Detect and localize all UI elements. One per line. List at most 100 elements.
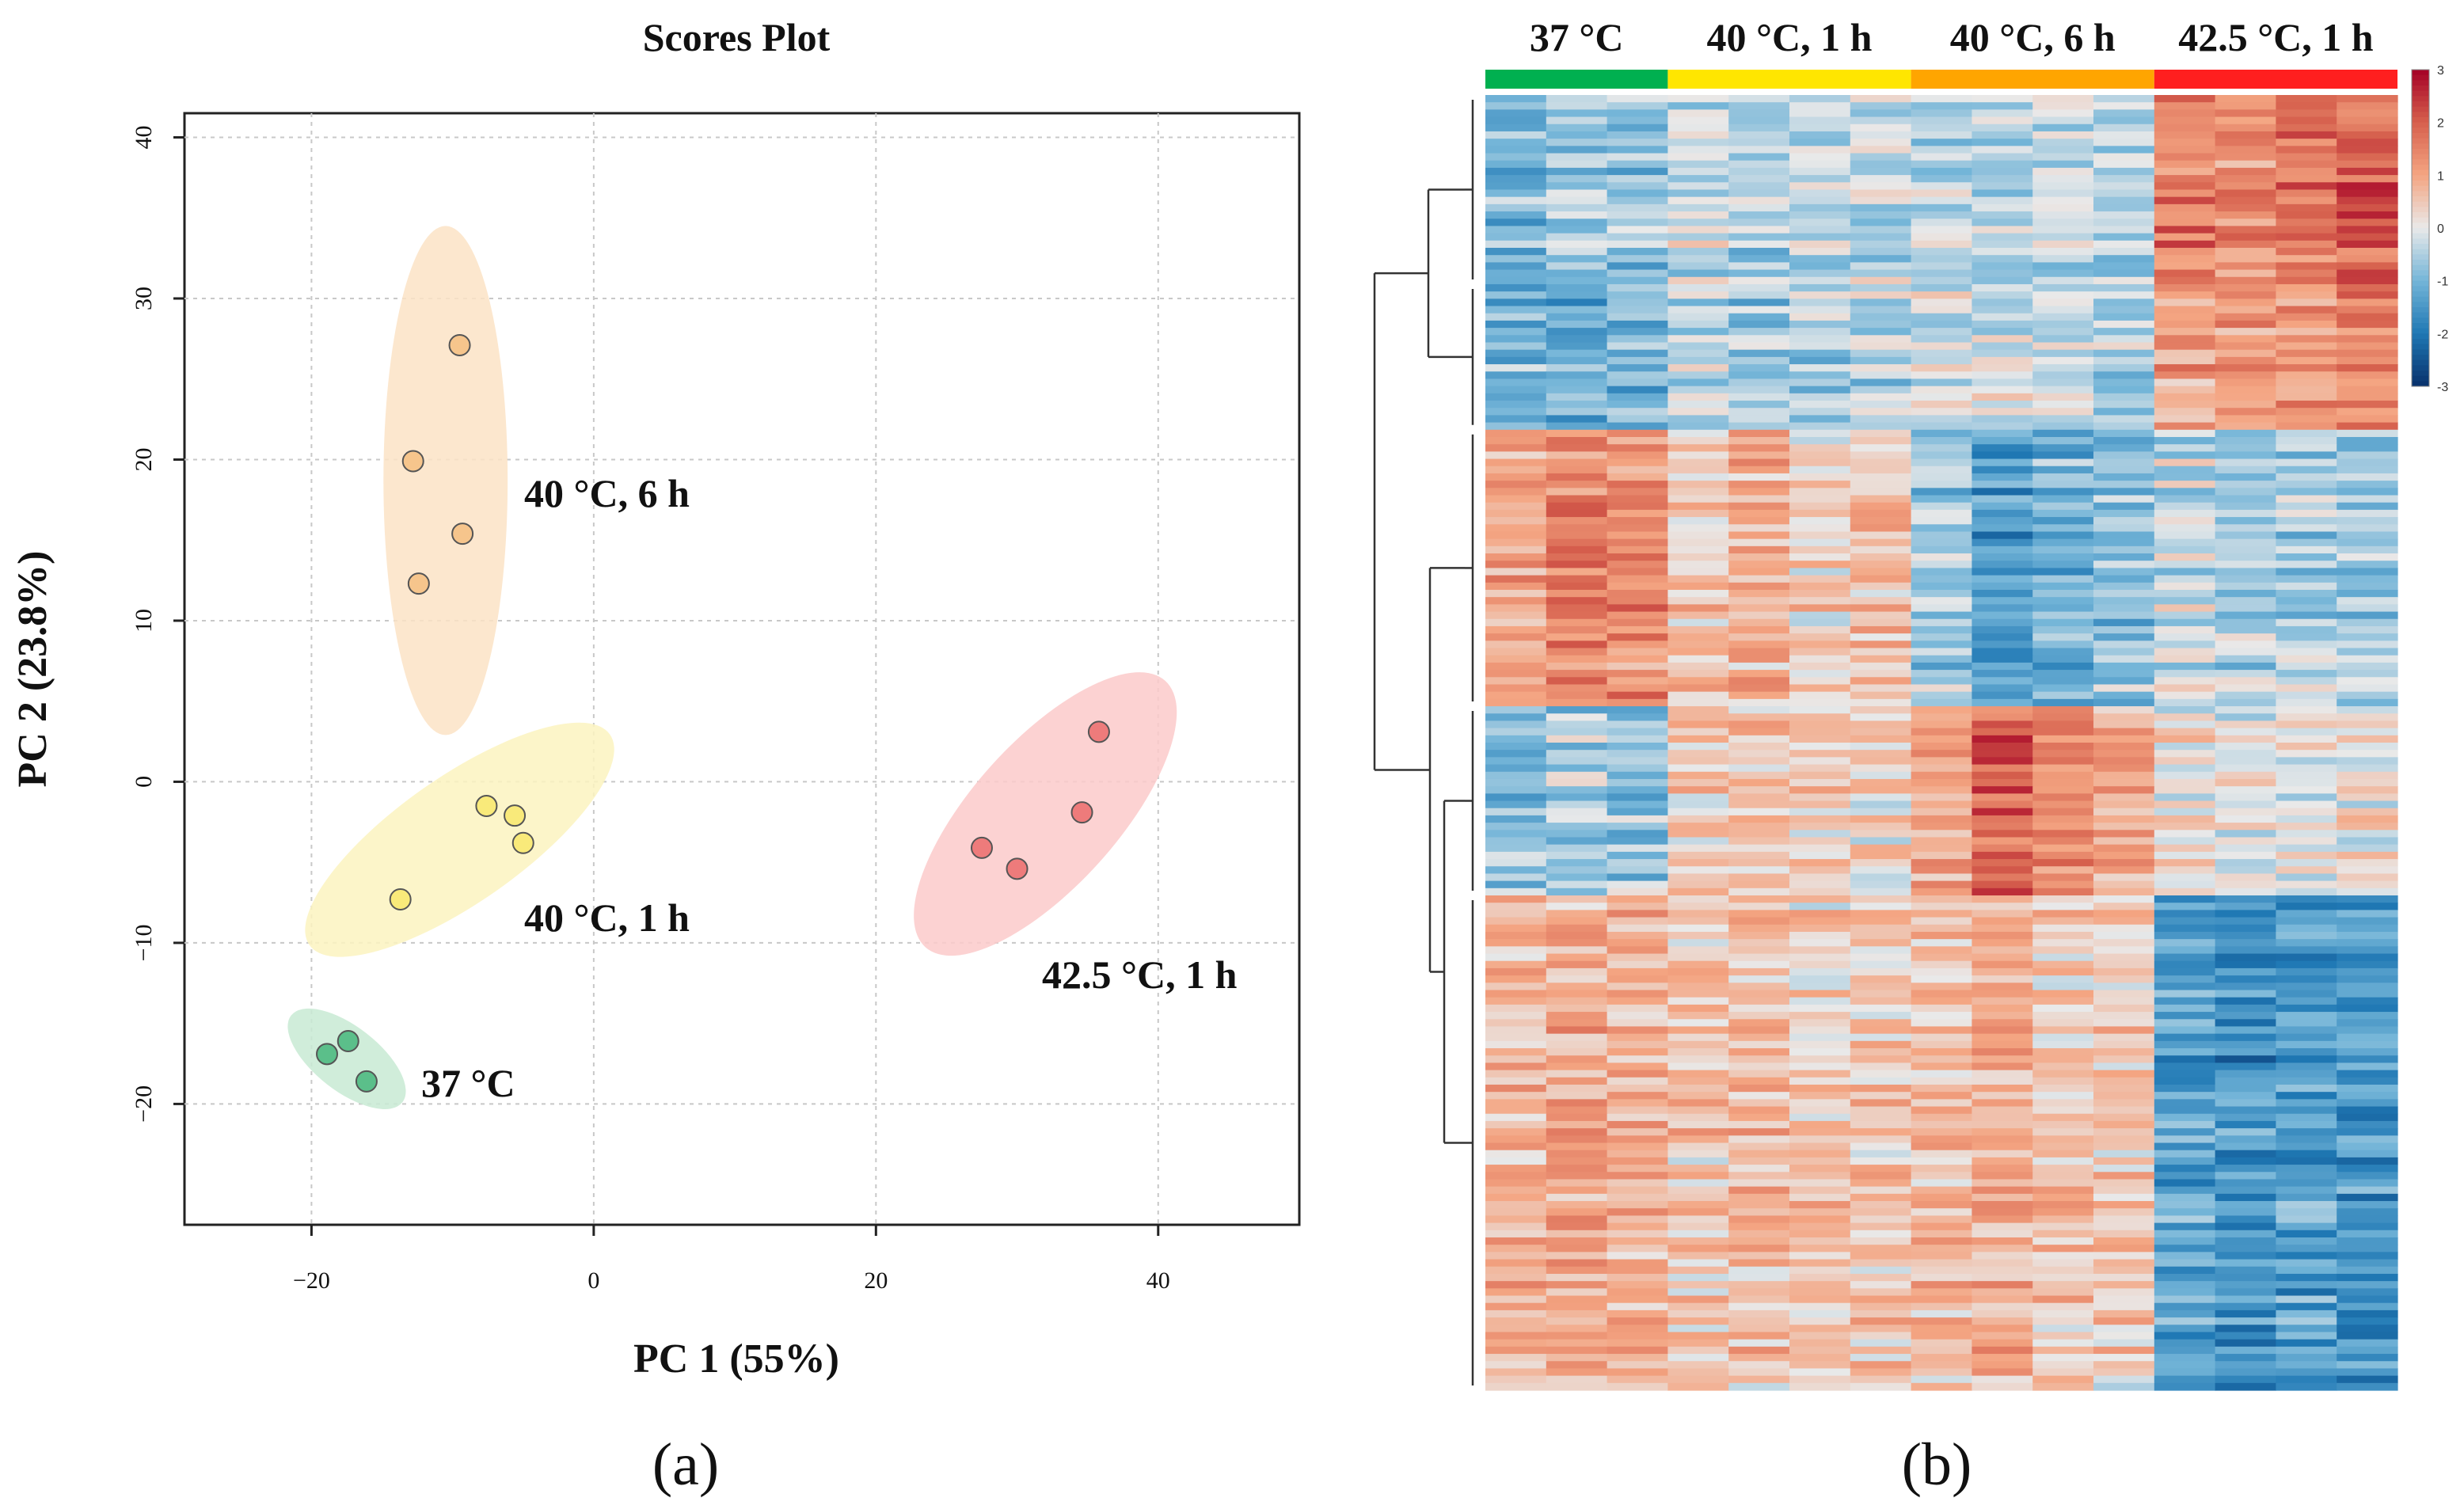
heatmap-cell bbox=[1850, 1295, 1912, 1304]
heatmap-cell bbox=[2276, 793, 2337, 802]
heatmap-cell bbox=[2276, 1055, 2337, 1063]
heatmap-cell bbox=[2093, 1295, 2155, 1304]
legend-swatch bbox=[2412, 165, 2429, 171]
heatmap-cell bbox=[2215, 1040, 2276, 1049]
heatmap-cell bbox=[1972, 386, 2033, 394]
heatmap-cell bbox=[2093, 553, 2155, 561]
heatmap-cell bbox=[1607, 910, 1668, 918]
heatmap-cell bbox=[2337, 1273, 2398, 1282]
heatmap-cell bbox=[1789, 262, 1851, 271]
heatmap-cell bbox=[1485, 764, 1547, 773]
heatmap-cell bbox=[1607, 1375, 1668, 1384]
heatmap-cell bbox=[1546, 1288, 1608, 1297]
heatmap-cell bbox=[1972, 1048, 2033, 1056]
heatmap-cell bbox=[1728, 538, 1790, 547]
heatmap-cell bbox=[2093, 124, 2155, 132]
heatmap-cell bbox=[1485, 146, 1547, 154]
heatmap-cell bbox=[1850, 910, 1912, 918]
heatmap-cell bbox=[2154, 1055, 2216, 1063]
heatmap-cell bbox=[1850, 633, 1912, 641]
heatmap-cell bbox=[1972, 735, 2033, 743]
heatmap-cell bbox=[1728, 248, 1790, 256]
heatmap-cell bbox=[2215, 568, 2276, 576]
heatmap-cell bbox=[1546, 283, 1608, 292]
heatmap-cell bbox=[1546, 1375, 1608, 1384]
heatmap-cell bbox=[1607, 640, 1668, 649]
heatmap-cell bbox=[1546, 582, 1608, 591]
heatmap-cell bbox=[1607, 698, 1668, 707]
heatmap-cell bbox=[1972, 575, 2033, 583]
heatmap-cell bbox=[1728, 1004, 1790, 1013]
heatmap-cell bbox=[2215, 844, 2276, 853]
heatmap-cell bbox=[1850, 960, 1912, 969]
heatmap-cell bbox=[1972, 276, 2033, 285]
heatmap-cell bbox=[2154, 364, 2216, 372]
heatmap-cell bbox=[1485, 203, 1547, 212]
heatmap-cell bbox=[2215, 393, 2276, 401]
heatmap-cell bbox=[1728, 1026, 1790, 1035]
heatmap-cell bbox=[1728, 313, 1790, 321]
legend-swatch bbox=[2412, 122, 2429, 128]
heatmap-cell bbox=[1485, 1040, 1547, 1049]
heatmap-cell bbox=[2154, 837, 2216, 846]
heatmap-cell bbox=[2093, 743, 2155, 751]
heatmap-cell bbox=[1607, 873, 1668, 882]
heatmap-cell bbox=[1546, 735, 1608, 743]
heatmap-cell bbox=[2032, 371, 2094, 380]
heatmap-cell bbox=[2154, 575, 2216, 583]
heatmap-cell bbox=[2276, 298, 2337, 307]
heatmap-cell bbox=[1911, 269, 1972, 278]
heatmap-cell bbox=[1607, 924, 1668, 933]
heatmap-cell bbox=[2093, 393, 2155, 401]
heatmap-cell bbox=[2154, 1012, 2216, 1020]
ellipse-group-1 bbox=[305, 722, 614, 957]
legend-swatch bbox=[2412, 96, 2429, 102]
heatmap-cell bbox=[1789, 109, 1851, 118]
heatmap-cell bbox=[1546, 167, 1608, 176]
heatmap-cell bbox=[2276, 1295, 2337, 1304]
heatmap-cell bbox=[2154, 219, 2216, 227]
heatmap-cell bbox=[2215, 1142, 2276, 1151]
heatmap-cell bbox=[2276, 743, 2337, 751]
heatmap-cell bbox=[1667, 538, 1729, 547]
heatmap-cell bbox=[1911, 786, 1972, 794]
heatmap-cell bbox=[1546, 444, 1608, 452]
heatmap-cell bbox=[2215, 502, 2276, 511]
heatmap-cell bbox=[2276, 371, 2337, 380]
heatmap-cell bbox=[1850, 625, 1912, 634]
heatmap-cell bbox=[2154, 691, 2216, 700]
heatmap-cell bbox=[1667, 364, 1729, 372]
heatmap-cell bbox=[1728, 575, 1790, 583]
heatmap-cell bbox=[2337, 203, 2398, 212]
heatmap-cell bbox=[1972, 895, 2033, 903]
heatmap-cell bbox=[1850, 1026, 1912, 1035]
heatmap-cell bbox=[1850, 1375, 1912, 1384]
heatmap-cell bbox=[1607, 139, 1668, 146]
heatmap-cell bbox=[1607, 1201, 1668, 1209]
heatmap-cell bbox=[1911, 1186, 1972, 1195]
heatmap-cell bbox=[2215, 1033, 2276, 1042]
heatmap-cell bbox=[1972, 1339, 2033, 1347]
heatmap-cell bbox=[2337, 1361, 2398, 1370]
heatmap-cell bbox=[1911, 139, 1972, 146]
heatmap-cell bbox=[1789, 1193, 1851, 1202]
heatmap-cell bbox=[2093, 481, 2155, 488]
heatmap-cell bbox=[1485, 211, 1547, 219]
heatmap-cell bbox=[1911, 146, 1972, 154]
heatmap-cell bbox=[1728, 589, 1790, 598]
heatmap-cell bbox=[1850, 291, 1912, 299]
heatmap-cell bbox=[2032, 743, 2094, 751]
heatmap-cell bbox=[2337, 458, 2398, 467]
heatmap-cell bbox=[1850, 618, 1912, 627]
heatmap-cell bbox=[1728, 1295, 1790, 1304]
heatmap-cell bbox=[2276, 473, 2337, 481]
heatmap-cell bbox=[1911, 946, 1972, 955]
heatmap-cell bbox=[2276, 1092, 2337, 1100]
heatmap-cell bbox=[1972, 582, 2033, 591]
heatmap-cell bbox=[1546, 859, 1608, 867]
heatmap-cell bbox=[2337, 990, 2398, 998]
point-group-3-1 bbox=[1070, 801, 1093, 824]
heatmap-cell bbox=[2032, 953, 2094, 962]
heatmap-cell bbox=[1667, 1332, 1729, 1340]
heatmap-cell bbox=[1546, 1237, 1608, 1245]
